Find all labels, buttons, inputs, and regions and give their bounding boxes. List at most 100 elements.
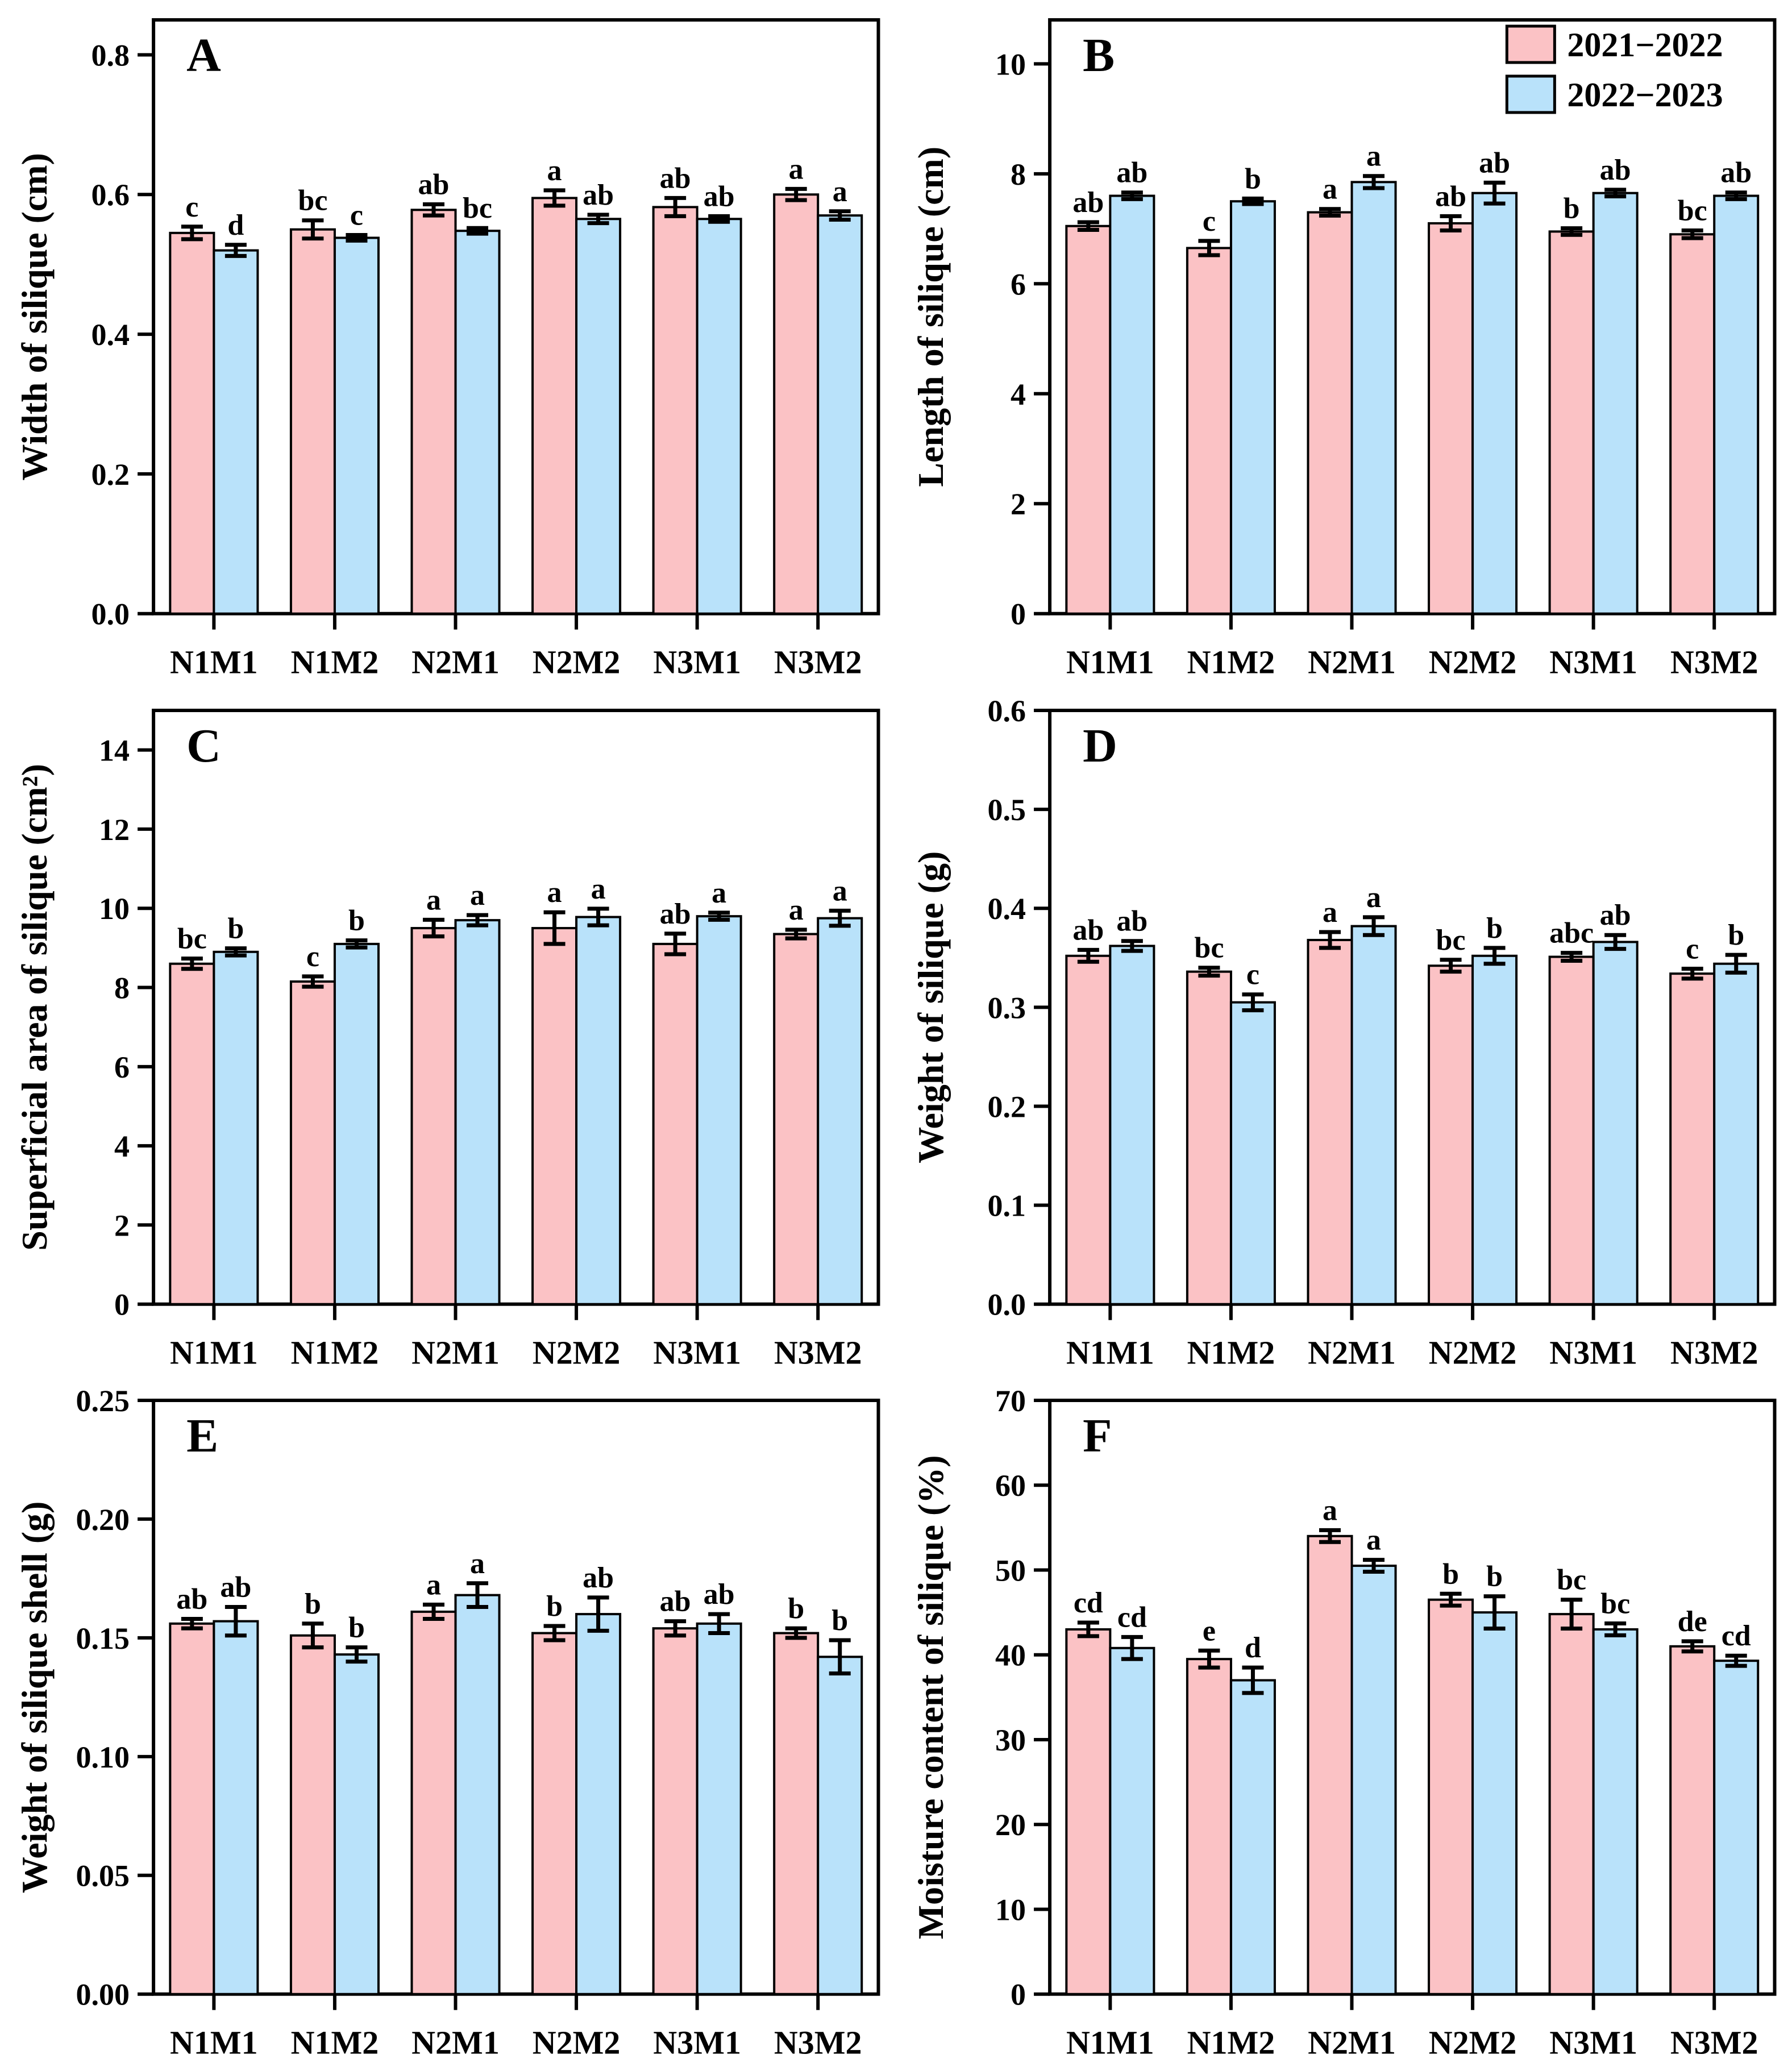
sig-letter: b	[348, 904, 365, 937]
bar-2021−2022-N3M1	[652, 942, 698, 1305]
sig-letter: ab	[1599, 154, 1631, 186]
bar-2021−2022-N2M1	[410, 209, 457, 615]
bar-2021−2022-N2M2	[531, 1632, 578, 1996]
x-category-label: N2M2	[1428, 2024, 1516, 2061]
x-category-label: N1M2	[1187, 2024, 1275, 2061]
x-category-label: N3M1	[1549, 644, 1637, 681]
bar-2021−2022-N1M2	[1186, 247, 1232, 615]
sig-letter: b	[305, 1588, 321, 1620]
bar-2022−2023-N3M1	[696, 218, 742, 615]
plot-box	[1047, 708, 1776, 1306]
sig-letter: a	[833, 875, 847, 907]
bar-2021−2022-N1M1	[1065, 224, 1111, 615]
y-tick-label: 2	[1011, 487, 1026, 521]
plot-box	[1047, 1399, 1776, 1997]
bar-2022−2023-N1M1	[1108, 194, 1155, 615]
y-axis-label: Moisture content of silique (%)	[910, 1455, 951, 1940]
sig-letter: cd	[1073, 1587, 1103, 1619]
sig-letter: c	[306, 941, 319, 973]
y-tick-label: 70	[995, 1384, 1026, 1418]
x-category-label: N2M1	[411, 1334, 500, 1371]
panel-letter-label: F	[1083, 1409, 1112, 1462]
sig-letter: abc	[1549, 917, 1594, 949]
bar-2022−2023-N1M2	[1229, 200, 1276, 615]
sig-letter: a	[712, 877, 726, 909]
bar-2022−2023-N2M2	[1471, 1611, 1517, 1996]
y-tick-label: 0.0	[92, 597, 130, 631]
bar-2021−2022-N3M2	[1669, 972, 1715, 1305]
x-category-label: N3M1	[653, 2024, 741, 2061]
sig-letter: d	[227, 209, 244, 242]
sig-letter: ab	[1116, 905, 1147, 937]
bar-2022−2023-N1M2	[1229, 1679, 1276, 1996]
legend-swatch	[1505, 24, 1556, 64]
y-tick-label: 0.6	[987, 694, 1026, 728]
sig-letter: b	[1486, 1561, 1503, 1593]
y-tick-label: 14	[99, 733, 130, 767]
bar-2022−2023-N2M1	[1350, 1565, 1397, 1996]
sig-letter: b	[1728, 919, 1744, 951]
y-tick-label: 0	[1011, 597, 1026, 631]
sig-letter: b	[227, 912, 244, 945]
sig-letter: b	[1486, 912, 1503, 945]
legend-label: 2022−2023	[1567, 76, 1723, 114]
panel-letter-label: B	[1083, 29, 1115, 82]
bar-2021−2022-N2M2	[531, 197, 578, 615]
sig-letter: ab	[418, 168, 450, 201]
x-category-label: N1M2	[291, 644, 379, 681]
sig-letter: a	[426, 884, 441, 916]
sig-letter: cd	[1117, 1602, 1146, 1634]
bar-2021−2022-N2M1	[410, 926, 457, 1305]
chart-width-of-silique: 0.0 0.2 0.4 0.6 0.8 Width of silique (cm) N1M1…	[14, 18, 880, 681]
sig-letter: ab	[1720, 157, 1752, 189]
bar-2022−2023-N2M1	[454, 918, 501, 1305]
sig-letter: bc	[1436, 924, 1465, 956]
sig-letter: a	[1322, 1495, 1337, 1527]
y-tick-label: 0	[114, 1287, 130, 1321]
x-category-label: N1M1	[1066, 644, 1154, 681]
y-tick-label: 0.05	[76, 1859, 130, 1893]
sig-letter: a	[789, 894, 804, 926]
x-category-label: N1M2	[291, 2024, 379, 2061]
bar-2022−2023-N1M1	[1108, 945, 1155, 1305]
bar-2022−2023-N3M1	[1592, 192, 1639, 615]
plot-box	[152, 1399, 880, 1997]
sig-letter: bc	[177, 922, 207, 955]
x-category-label: N3M2	[774, 1334, 862, 1371]
x-category-label: N1M2	[291, 1334, 379, 1371]
x-category-label: N1M1	[170, 2024, 258, 2061]
panel-b: 0 2 4 6 8 10 Length of silique (cm) N1M1 N1M2 N2M…	[896, 0, 1792, 691]
sig-letter: ab	[583, 1562, 614, 1594]
bar-2021−2022-N1M1	[169, 231, 215, 615]
x-category-label: N2M1	[411, 644, 500, 681]
x-category-label: N1M1	[170, 644, 258, 681]
y-tick-label: 0.5	[987, 793, 1026, 827]
sig-letter: bc	[1677, 194, 1707, 227]
x-category-label: N1M1	[170, 1334, 258, 1371]
sig-letter: b	[1563, 193, 1579, 225]
bar-2022−2023-N1M1	[213, 950, 259, 1305]
x-category-label: N2M2	[1428, 644, 1516, 681]
y-tick-label: 0.6	[92, 178, 130, 212]
bar-2022−2023-N3M2	[1712, 194, 1759, 615]
y-tick-label: 0.00	[76, 1978, 130, 2012]
sig-letter: c	[1202, 205, 1215, 238]
x-category-label: N3M1	[1549, 1334, 1637, 1371]
sig-letter: c	[1686, 933, 1699, 965]
sig-letter: ab	[1072, 914, 1104, 946]
bar-2021−2022-N2M2	[1427, 222, 1474, 615]
sig-letter: c	[350, 199, 363, 232]
y-tick-label: 8	[1011, 157, 1026, 192]
bar-2021−2022-N1M2	[1186, 1658, 1232, 1996]
bar-2021−2022-N1M1	[169, 962, 215, 1305]
bar-2021−2022-N2M1	[1306, 211, 1353, 615]
y-tick-label: 4	[1011, 377, 1026, 411]
x-category-label: N1M1	[1066, 1334, 1154, 1371]
bar-2021−2022-N1M2	[289, 1635, 336, 1996]
bar-2022−2023-N2M1	[454, 230, 501, 615]
y-tick-label: 0.2	[92, 458, 130, 492]
bar-2021−2022-N2M2	[531, 926, 578, 1305]
y-tick-label: 0.0	[987, 1287, 1026, 1321]
bar-2022−2023-N3M1	[696, 914, 742, 1305]
